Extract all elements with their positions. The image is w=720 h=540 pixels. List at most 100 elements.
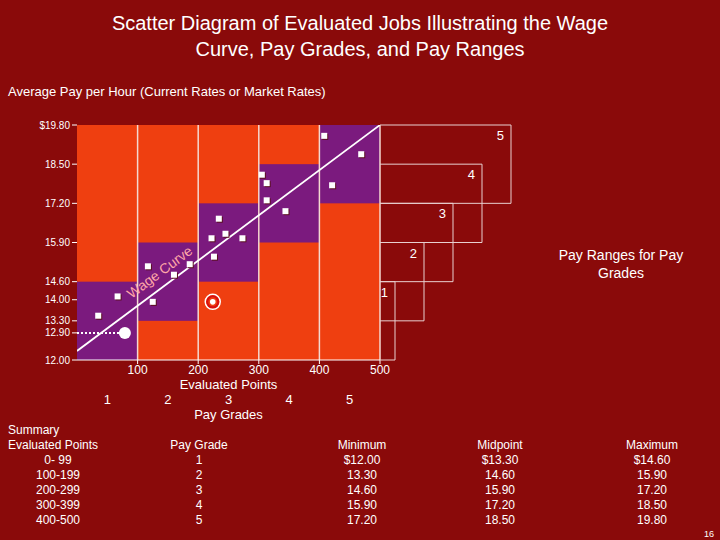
point (222, 231, 228, 237)
y-tick (72, 242, 77, 243)
marked-point (119, 327, 131, 339)
bracket-label: 5 (497, 128, 504, 143)
y-tick (72, 299, 77, 300)
y-tick-label: 12.90 (45, 327, 70, 338)
y-tick (72, 125, 77, 126)
x-axis (77, 360, 380, 361)
grid-line (137, 125, 139, 360)
grade-label: 1 (104, 392, 111, 407)
point (264, 197, 270, 203)
table-cell: 15.90 (347, 498, 377, 512)
marker-shadow (265, 198, 271, 204)
grid-line (258, 125, 260, 360)
table-cell: 5 (196, 513, 203, 527)
title: Curve, Pay Grades, and Pay Ranges (195, 38, 524, 60)
point (216, 216, 222, 222)
guide-line (77, 332, 125, 334)
table-cell: 19.80 (637, 513, 667, 527)
stage: Scatter Diagram of Evaluated Jobs Illust… (0, 0, 720, 540)
bracket (380, 125, 511, 203)
table-header: Minimum (338, 438, 387, 452)
point (358, 151, 364, 157)
table-cell: 4 (196, 498, 203, 512)
marker-shadow (322, 134, 328, 140)
marker-shadow (260, 173, 266, 179)
point (259, 172, 265, 178)
table-cell: 18.50 (637, 498, 667, 512)
grade-label: 4 (285, 392, 292, 407)
point (95, 313, 101, 319)
table-cell: 3 (196, 483, 203, 497)
marker-shadow (210, 236, 216, 242)
y-tick-label: 17.20 (45, 198, 70, 209)
table-cell: 15.90 (637, 468, 667, 482)
y-tick (72, 320, 77, 321)
table-cell: $14.60 (634, 453, 671, 467)
y-tick-label: 15.90 (45, 237, 70, 248)
marker-shadow (116, 294, 122, 300)
grade-label: 3 (225, 392, 232, 407)
x-tick-label: 200 (188, 363, 208, 377)
table-header: Maximum (626, 438, 678, 452)
marker-shadow (330, 183, 336, 189)
x-tick-label: 100 (128, 363, 148, 377)
plot-area (77, 125, 380, 360)
table-header: Midpoint (477, 438, 523, 452)
y-tick-label: 14.60 (45, 276, 70, 287)
table-cell: 14.60 (485, 468, 515, 482)
wage-curve-label: Wage Curve (124, 242, 196, 301)
axis-title: Pay Grades (194, 407, 263, 422)
pay-ranges-label: Pay Ranges for Pay Grades (556, 246, 686, 282)
table-cell: 400-500 (36, 513, 80, 527)
page-number: 16 (704, 529, 714, 539)
table-cell: 13.30 (347, 468, 377, 482)
marker-shadow (359, 152, 365, 158)
x-tick-label: 400 (309, 363, 329, 377)
title: Scatter Diagram of Evaluated Jobs Illust… (112, 12, 608, 34)
point (211, 254, 217, 260)
pay-grade-boxes (77, 125, 380, 360)
table-cell: 300-399 (36, 498, 80, 512)
marker-shadow (172, 273, 178, 279)
table-cell: 17.20 (485, 498, 515, 512)
point (264, 180, 270, 186)
bracket-label: 2 (410, 246, 417, 261)
circle-ring-outer (205, 294, 220, 309)
y-tick-label: 13.30 (45, 315, 70, 326)
marker-shadow (240, 236, 246, 242)
pay-range-box (198, 203, 259, 281)
marker-shadow (283, 209, 289, 215)
marker-shadow (188, 262, 194, 268)
y-tick (72, 360, 77, 361)
y-tick (72, 281, 77, 282)
y-tick-label: $19.80 (39, 120, 70, 131)
table-cell: 100-199 (36, 468, 80, 482)
table-cell: $12.00 (344, 453, 381, 467)
y-tick (72, 203, 77, 204)
x-tick-label: 300 (249, 363, 269, 377)
point (150, 299, 156, 305)
grid-line (319, 125, 321, 360)
bracket-label: 3 (439, 206, 446, 221)
point (209, 235, 215, 241)
point (329, 182, 335, 188)
grade-label: 2 (164, 392, 171, 407)
grid-line (197, 125, 199, 360)
table-cell: 15.90 (485, 483, 515, 497)
table-header: Pay Grade (170, 438, 228, 452)
marker-shadow (223, 232, 229, 238)
marker-shadow (265, 181, 271, 187)
background (0, 0, 720, 540)
marker-shadow (151, 300, 157, 306)
plot-data (77, 125, 380, 351)
grade-label: 5 (346, 392, 353, 407)
bracket-label: 1 (381, 285, 388, 300)
circle-ring (207, 296, 218, 307)
y-tick-label: 14.00 (45, 294, 70, 305)
point (187, 261, 193, 267)
table-cell: 14.60 (347, 483, 377, 497)
table-cell: $13.30 (482, 453, 519, 467)
point (115, 293, 121, 299)
marker-shadow (212, 255, 218, 261)
y-tick-label: 12.00 (45, 355, 70, 366)
